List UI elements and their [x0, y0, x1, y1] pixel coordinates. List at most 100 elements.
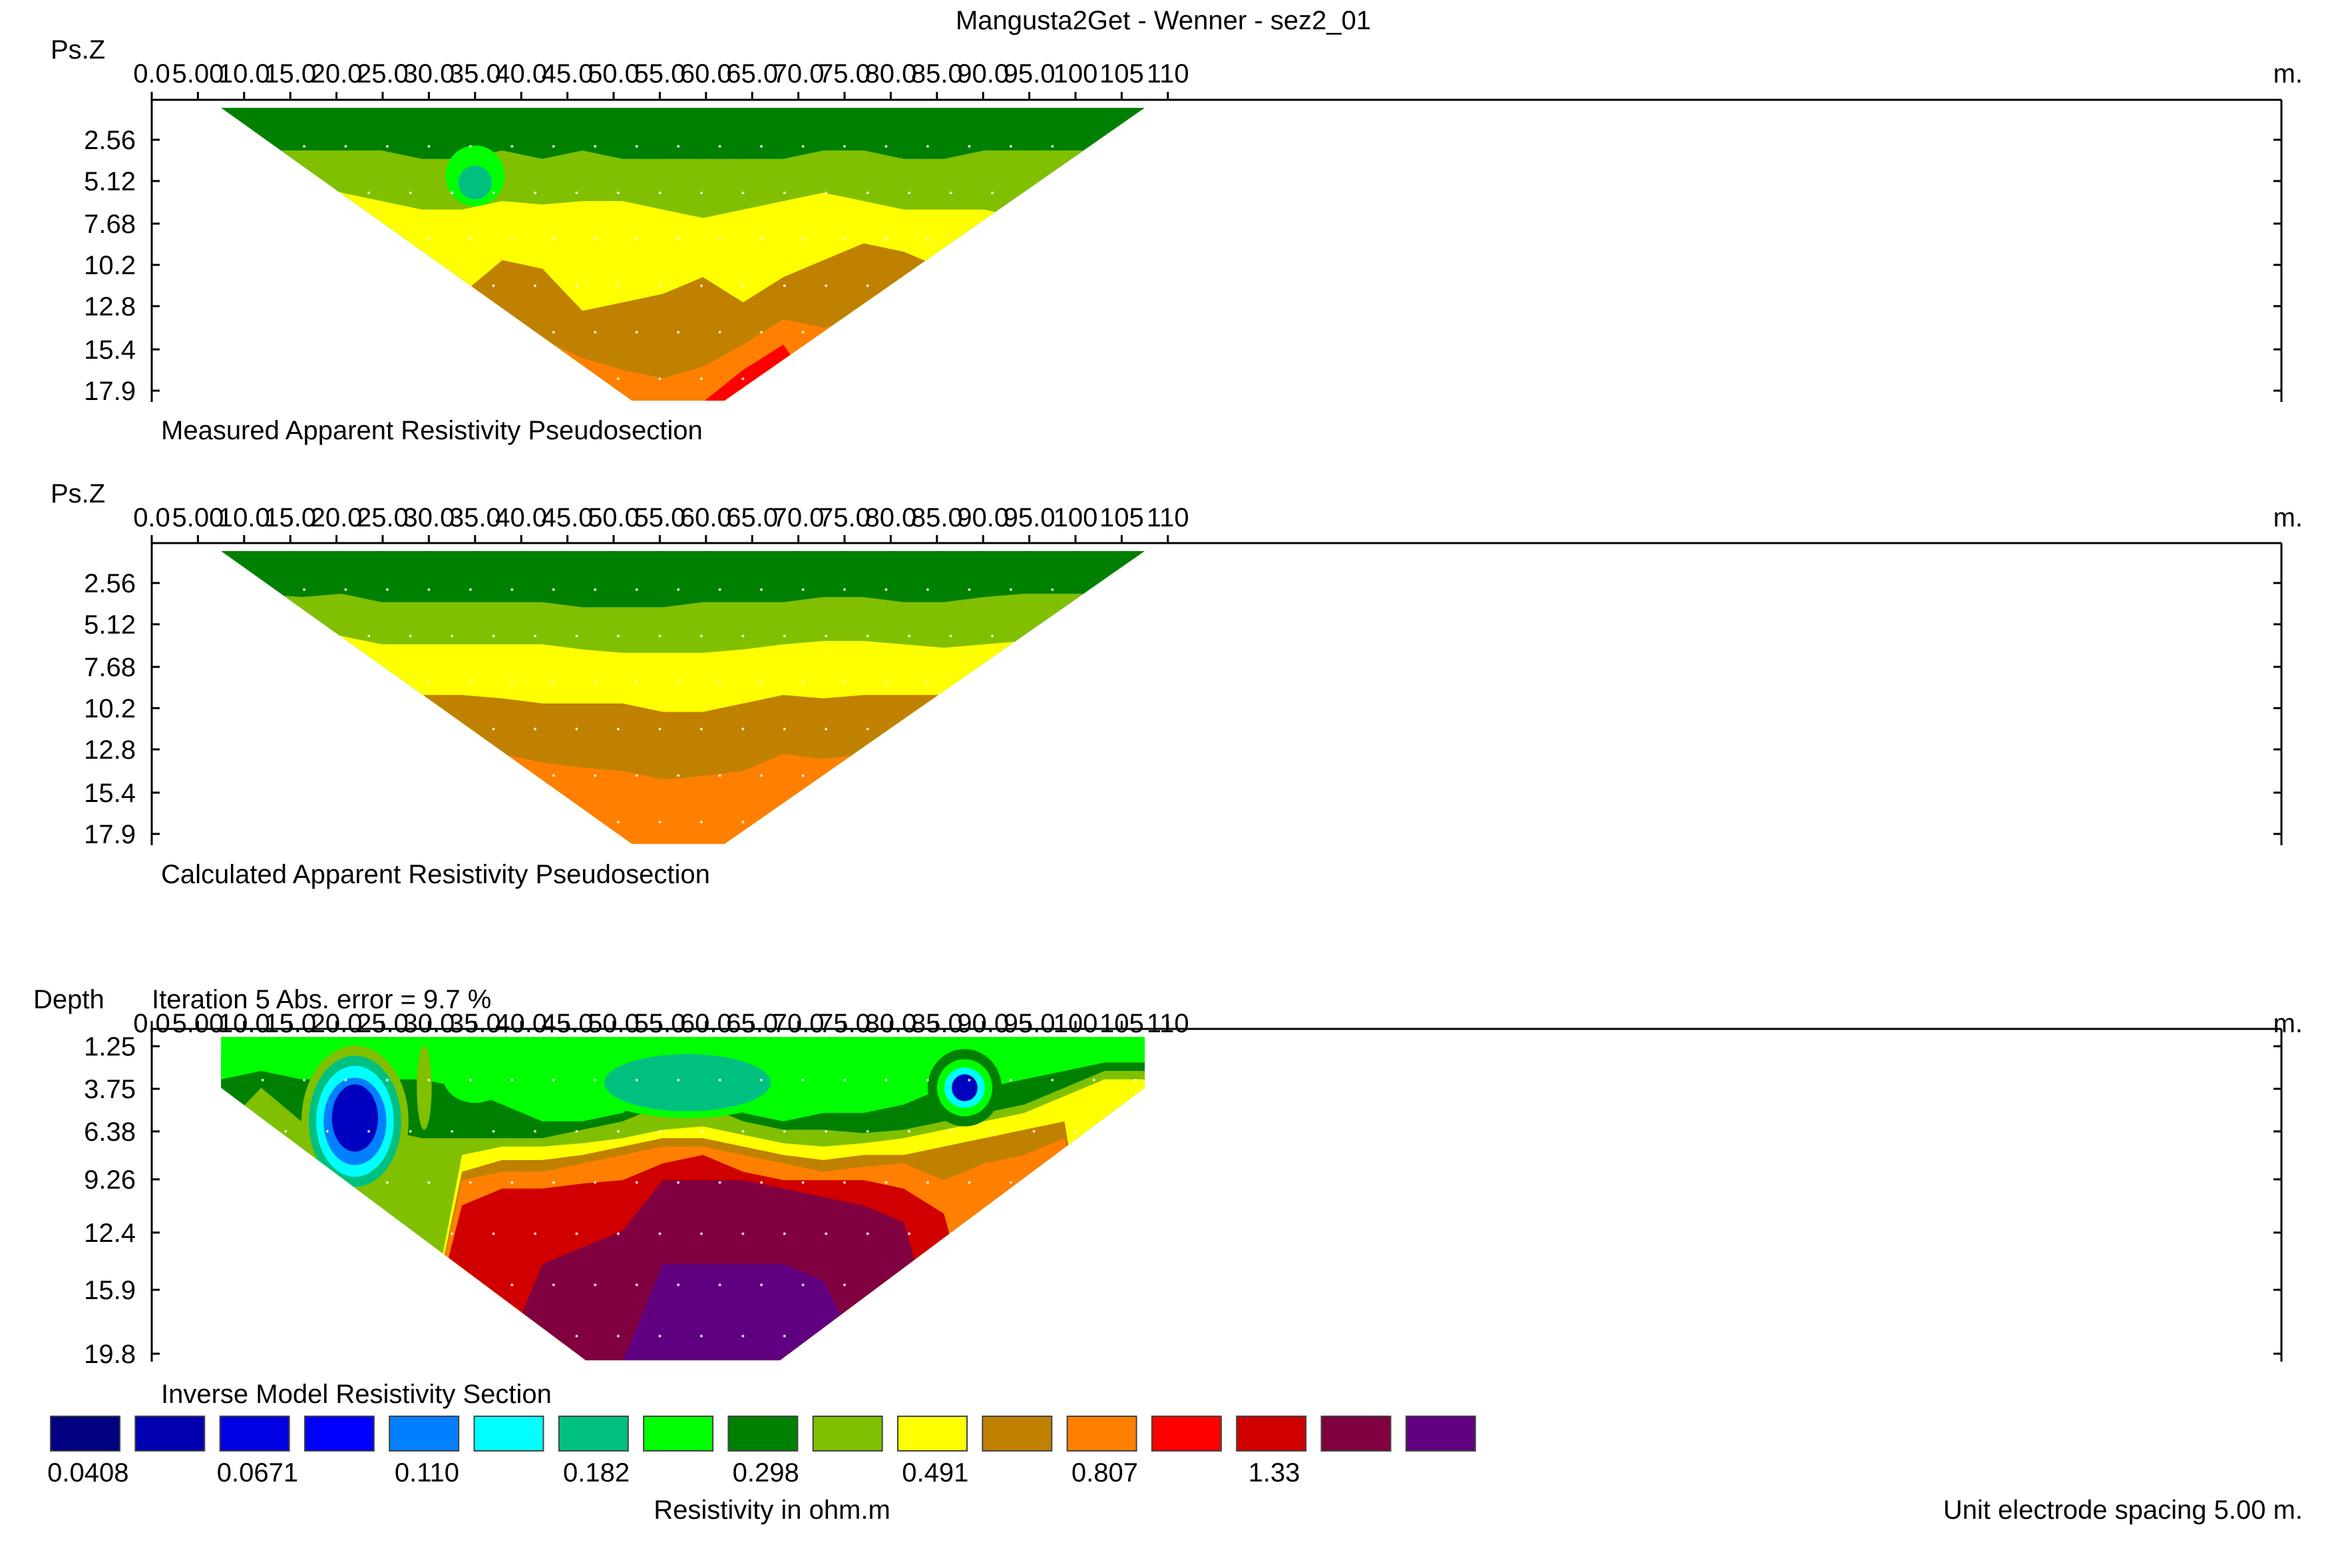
datum-point	[385, 1283, 389, 1286]
datum-point	[825, 821, 828, 824]
datum-point	[884, 1078, 888, 1081]
resistivity-anomaly	[331, 1084, 379, 1152]
datum-point	[385, 238, 389, 241]
y-axis-label: Ps.Z	[51, 479, 105, 508]
datum-point	[949, 1129, 952, 1133]
datum-point	[760, 681, 763, 684]
datum-point	[825, 1129, 828, 1133]
x-tick-label: 50.0	[588, 1009, 640, 1038]
datum-point	[284, 727, 288, 731]
datum-point	[843, 1181, 846, 1184]
datum-point	[866, 191, 869, 194]
datum-point	[884, 1283, 888, 1286]
datum-point	[1074, 1334, 1077, 1338]
datum-point	[492, 1232, 495, 1235]
resistivity-anomaly	[417, 1046, 432, 1130]
datum-point	[594, 774, 597, 777]
panel-inverse: 0.0 5.0010.015.020.025.030.035.040.045.05…	[33, 985, 2303, 1409]
datum-point	[492, 1129, 495, 1133]
datum-point	[1032, 1129, 1036, 1133]
datum-point	[926, 588, 929, 591]
datum-point	[1009, 331, 1012, 334]
datum-point	[949, 377, 952, 381]
datum-point	[469, 1283, 472, 1286]
datum-point	[866, 727, 869, 731]
datum-point	[866, 821, 869, 824]
datum-point	[534, 284, 537, 288]
datum-point	[908, 1232, 911, 1235]
datum-point	[367, 191, 371, 194]
datum-point	[1134, 144, 1137, 148]
x-tick-label: 80.0	[865, 1009, 916, 1038]
datum-point	[1134, 774, 1137, 777]
datum-point	[451, 1232, 454, 1235]
datum-point	[783, 191, 786, 194]
legend-title: Resistivity in ohm.m	[654, 1495, 890, 1525]
legend-label: 0.807	[1071, 1458, 1138, 1487]
datum-point	[1032, 634, 1036, 638]
datum-point	[908, 377, 911, 381]
datum-point	[492, 377, 495, 381]
y-tick-label: 15.9	[84, 1276, 136, 1305]
datum-point	[261, 144, 264, 148]
datum-point	[760, 588, 763, 591]
x-tick-label: 45.0	[542, 1009, 594, 1038]
datum-point	[594, 588, 597, 591]
x-tick-label: 0.0	[133, 1009, 170, 1038]
datum-point	[884, 144, 888, 148]
datum-point	[1009, 588, 1012, 591]
datum-point	[427, 1078, 431, 1081]
datum-point	[926, 1283, 929, 1286]
datum-point	[825, 727, 828, 731]
datum-point	[718, 1283, 721, 1286]
datum-point	[825, 377, 828, 381]
datum-point	[635, 238, 638, 241]
datum-point	[843, 144, 846, 148]
datum-point	[284, 821, 288, 824]
y-tick-label: 9.26	[84, 1165, 136, 1195]
datum-point	[760, 774, 763, 777]
datum-point	[1092, 331, 1095, 334]
datum-point	[718, 681, 721, 684]
datum-point	[594, 331, 597, 334]
datum-point	[1134, 1078, 1137, 1081]
x-tick-label: 65.0	[726, 1009, 778, 1038]
legend-swatch	[1236, 1416, 1307, 1452]
datum-point	[616, 821, 620, 824]
x-tick-label: 15.0	[264, 59, 316, 89]
x-tick-label: 105	[1099, 59, 1144, 89]
datum-point	[594, 144, 597, 148]
datum-point	[616, 1334, 620, 1338]
datum-point	[1115, 1232, 1119, 1235]
x-tick-label: 35.0	[449, 503, 501, 532]
datum-point	[303, 588, 306, 591]
datum-point	[991, 634, 994, 638]
datum-point	[741, 634, 745, 638]
x-tick-label: 35.0	[449, 59, 501, 89]
legend-label: 0.0408	[47, 1458, 128, 1487]
x-tick-label: 50.0	[588, 59, 640, 89]
datum-point	[575, 727, 578, 731]
datum-point	[1092, 588, 1095, 591]
panel-calculated: 0.0 5.0010.015.020.025.030.035.040.045.05…	[51, 479, 2303, 889]
datum-point	[552, 1078, 555, 1081]
datum-point	[908, 727, 911, 731]
datum-point	[325, 1129, 329, 1133]
datum-point	[699, 1334, 703, 1338]
datum-point	[1032, 1334, 1036, 1338]
datum-point	[594, 1283, 597, 1286]
datum-point	[1092, 1181, 1095, 1184]
datum-point	[658, 191, 662, 194]
x-tick-label: 10.0	[218, 503, 270, 532]
datum-point	[510, 144, 514, 148]
datum-point	[469, 774, 472, 777]
datum-point	[575, 1129, 578, 1133]
datum-point	[866, 1232, 869, 1235]
datum-point	[325, 1334, 329, 1338]
datum-point	[427, 238, 431, 241]
x-tick-label: 5.00	[172, 1009, 224, 1038]
x-tick-label: 95.0	[1004, 59, 1056, 89]
datum-point	[1074, 821, 1077, 824]
datum-point	[303, 1283, 306, 1286]
datum-point	[303, 238, 306, 241]
